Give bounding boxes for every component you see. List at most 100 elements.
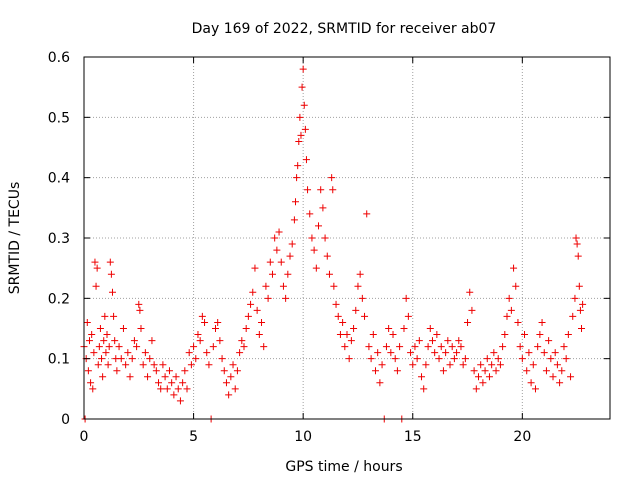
- data-point: [411, 343, 419, 351]
- data-point: [233, 367, 241, 375]
- data-point: [527, 379, 535, 387]
- y-tick-label: 0.2: [48, 291, 70, 307]
- data-points: [80, 65, 587, 423]
- data-point: [209, 343, 217, 351]
- data-point: [152, 367, 160, 375]
- data-point: [468, 306, 476, 314]
- data-point: [128, 355, 136, 363]
- axis-ticks: 0 5 10 15 20 0 0.1 0.2 0.3 0.4 0.5 0.6: [48, 50, 610, 445]
- data-point: [302, 156, 310, 164]
- data-point: [258, 318, 266, 326]
- data-point: [238, 337, 246, 345]
- data-point: [556, 379, 564, 387]
- data-point: [575, 282, 583, 290]
- data-point: [545, 337, 553, 345]
- data-point: [444, 337, 452, 345]
- data-point: [488, 361, 496, 369]
- data-point: [578, 325, 586, 332]
- data-point: [136, 306, 144, 314]
- data-point: [294, 162, 302, 170]
- data-point: [439, 367, 447, 375]
- y-axis-label: SRMTID / TECUs: [7, 182, 23, 295]
- data-point: [534, 343, 542, 351]
- data-point: [393, 367, 401, 375]
- data-point: [179, 379, 187, 387]
- data-point: [514, 318, 522, 326]
- data-point: [312, 264, 320, 272]
- data-point: [168, 379, 176, 387]
- data-point: [347, 337, 355, 345]
- data-point: [286, 252, 294, 260]
- data-point: [477, 361, 485, 369]
- data-point: [198, 312, 206, 320]
- data-point: [459, 361, 467, 369]
- data-point: [135, 300, 143, 308]
- data-point: [374, 349, 382, 357]
- data-point: [328, 174, 336, 182]
- data-point: [321, 234, 329, 242]
- data-point: [214, 318, 222, 326]
- data-point: [350, 325, 358, 332]
- data-point: [323, 252, 331, 260]
- data-point: [240, 343, 248, 351]
- data-point: [93, 264, 101, 272]
- data-point: [157, 385, 165, 393]
- data-point: [251, 264, 259, 272]
- data-point: [470, 367, 478, 375]
- data-point: [332, 300, 340, 308]
- data-point: [137, 325, 145, 332]
- data-point: [187, 361, 195, 369]
- data-point: [96, 325, 104, 332]
- data-point: [222, 379, 230, 387]
- data-point: [391, 355, 399, 363]
- data-point: [407, 349, 415, 357]
- data-point: [371, 367, 379, 375]
- data-point: [111, 337, 119, 345]
- data-point: [453, 349, 461, 357]
- data-point: [496, 361, 504, 369]
- data-point: [264, 294, 272, 302]
- data-point: [91, 258, 99, 266]
- data-point: [336, 331, 344, 339]
- data-point: [298, 83, 306, 91]
- data-point: [102, 349, 110, 357]
- data-point: [569, 312, 577, 320]
- data-point: [266, 258, 274, 266]
- data-point: [310, 246, 318, 254]
- x-tick-label: 5: [189, 429, 198, 445]
- data-point: [244, 312, 252, 320]
- data-point: [420, 385, 428, 393]
- data-point: [466, 288, 474, 296]
- data-point: [505, 294, 513, 302]
- data-point: [299, 65, 307, 73]
- data-point: [536, 331, 544, 339]
- data-point: [185, 349, 193, 357]
- data-point: [492, 367, 500, 375]
- data-point: [378, 361, 386, 369]
- data-point: [358, 294, 366, 302]
- y-tick-label: 0.4: [48, 171, 70, 187]
- data-point: [455, 337, 463, 345]
- data-point: [448, 343, 456, 351]
- data-point: [317, 186, 325, 194]
- data-point: [196, 337, 204, 345]
- data-point: [483, 355, 491, 363]
- data-point: [89, 385, 97, 393]
- x-tick-label: 15: [404, 429, 422, 445]
- data-point: [88, 331, 96, 339]
- data-point: [174, 385, 182, 393]
- data-point: [231, 385, 239, 393]
- data-point: [119, 325, 127, 332]
- data-point: [409, 361, 417, 369]
- data-point: [562, 355, 570, 363]
- data-point: [212, 325, 219, 332]
- data-point: [150, 361, 158, 369]
- data-point: [92, 282, 100, 290]
- data-point: [330, 282, 338, 290]
- data-point: [122, 361, 130, 369]
- y-tick-label: 0.5: [48, 110, 70, 126]
- data-point: [446, 361, 454, 369]
- data-point: [291, 198, 299, 206]
- data-point: [418, 373, 426, 381]
- data-point: [413, 355, 421, 363]
